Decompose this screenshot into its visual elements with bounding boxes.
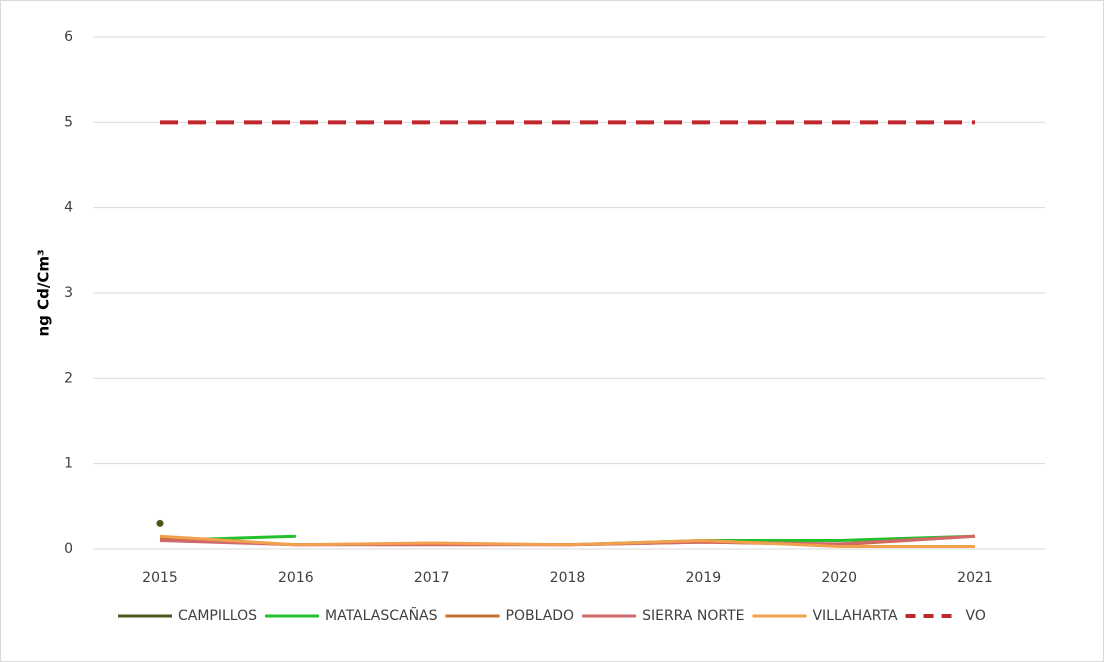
x-tick-label: 2016 <box>278 570 314 586</box>
x-tick-label: 2018 <box>550 570 586 586</box>
legend-label: MATALASCAÑAS <box>325 607 438 624</box>
y-axis-title: ng Cd/Cm³ <box>35 249 53 336</box>
line <box>159 534 975 548</box>
y-tick-label: 5 <box>64 114 73 130</box>
y-tick-label: 6 <box>64 29 73 45</box>
y-tick-label: 3 <box>64 285 73 301</box>
y-tick-label: 1 <box>64 456 73 472</box>
x-tick-label: 2019 <box>686 570 722 586</box>
legend-label: CAMPILLOS <box>178 608 257 624</box>
legend-label: POBLADO <box>506 608 575 624</box>
x-tick-label: 2017 <box>414 570 450 586</box>
point <box>156 519 164 527</box>
legend-label: VILLAHARTA <box>812 608 897 624</box>
legend-label: SIERRA NORTE <box>642 608 744 624</box>
y-tick-label: 2 <box>64 370 73 386</box>
x-tick-label: 2020 <box>821 570 857 586</box>
legend-label: VO <box>966 608 986 624</box>
x-tick-label: 2021 <box>957 570 993 586</box>
x-tick-label: 2015 <box>142 570 178 586</box>
y-tick-label: 0 <box>64 541 73 557</box>
y-tick-label: 4 <box>64 200 73 216</box>
